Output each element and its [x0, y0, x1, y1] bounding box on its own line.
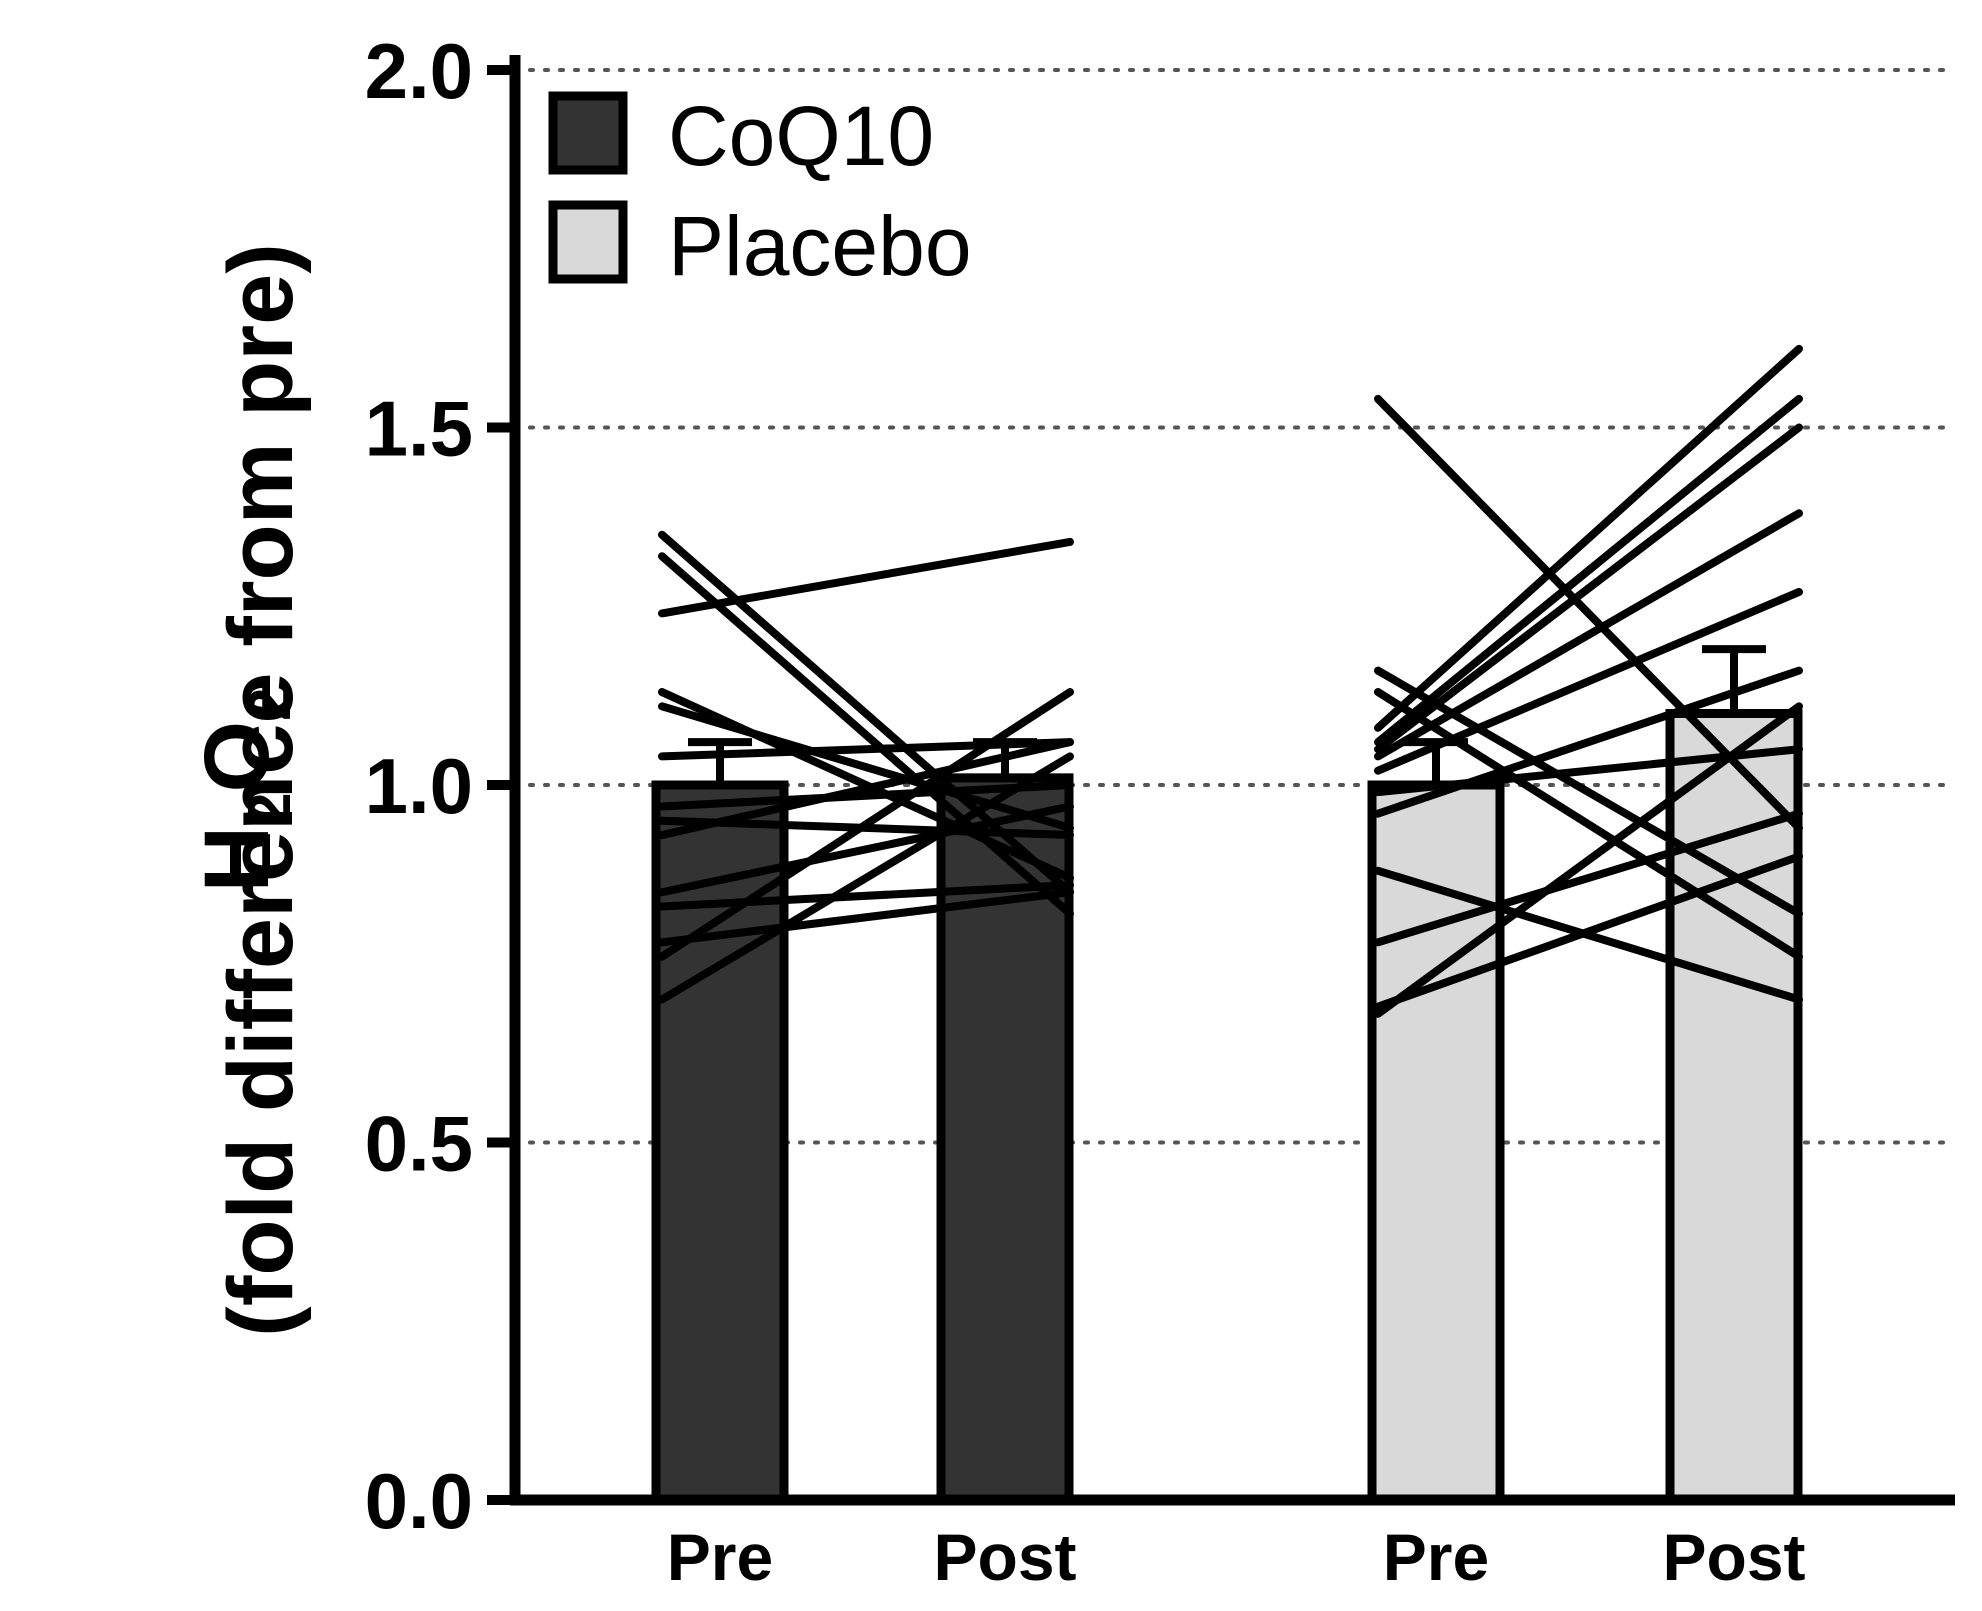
subject-line-placebo-2: [1374, 666, 1803, 918]
subject-line-placebo-14: [1374, 702, 1803, 1018]
subject-line-coq10-12: [658, 888, 1074, 947]
subject-line-coq10-2: [658, 552, 1074, 918]
subject-line-coq10-9: [658, 738, 1074, 840]
y-tick-label-0.5: 0.5: [365, 1100, 473, 1188]
y-label-sub1: 2: [236, 793, 303, 826]
y-tick-label-2.0: 2.0: [365, 27, 473, 115]
subject-line-placebo-1: [1374, 394, 1803, 832]
y-axis-label-line2-group: (fold difference from pre): [210, 243, 312, 1337]
subject-line-coq10-3: [658, 537, 1074, 618]
axes: Pre Post Pre Post 0.0 0.5 1.0 1.5 2.0: [365, 27, 1955, 1594]
subject-line-placebo-6: [1374, 423, 1803, 754]
y-axis-label: H2O2: [186, 688, 303, 893]
x-tick-label-placebo-post: Post: [1662, 1520, 1805, 1594]
subject-line-placebo-10: [1374, 666, 1803, 818]
subject-line-coq10-14: [658, 752, 1074, 1004]
subject-line-placebo-12: [1374, 809, 1803, 947]
individual-lines: [658, 344, 1803, 1018]
y-label-h: H: [186, 826, 288, 892]
subject-line-placebo-3: [1374, 688, 1803, 961]
subject-line-coq10-13: [658, 688, 1074, 961]
svg-text:H2O2: H2O2: [186, 688, 303, 893]
x-tick-label-placebo-pre: Pre: [1383, 1520, 1489, 1594]
subject-line-placebo-5: [1374, 394, 1803, 747]
legend-label-placebo: Placebo: [668, 199, 972, 293]
subject-line-placebo-4: [1374, 344, 1803, 732]
y-tick-label-1.0: 1.0: [365, 742, 473, 830]
subject-line-coq10-5: [658, 702, 1074, 832]
y-tick-label-0.0: 0.0: [365, 1457, 473, 1545]
x-tick-label-coq10-post: Post: [933, 1520, 1076, 1594]
subject-line-coq10-6: [658, 738, 1074, 761]
subject-line-placebo-8: [1374, 587, 1803, 775]
y-axis-label-line2: (fold difference from pre): [210, 243, 312, 1337]
legend: CoQ10 Placebo: [548, 89, 972, 293]
subject-line-placebo-13: [1374, 852, 1803, 1011]
y-label-sub2: 2: [236, 688, 303, 721]
x-tick-label-coq10-pre: Pre: [667, 1520, 773, 1594]
legend-label-coq10: CoQ10: [668, 89, 934, 183]
y-tick-label-1.5: 1.5: [365, 385, 473, 473]
subject-line-placebo-7: [1374, 509, 1803, 761]
legend-swatch-coq10: [548, 91, 628, 175]
subject-line-coq10-7: [658, 781, 1074, 811]
legend-swatch-placebo: [548, 200, 628, 284]
bars: [651, 645, 1803, 1505]
subject-line-coq10-11: [658, 881, 1074, 911]
y-label-o: O: [186, 721, 288, 793]
subject-line-coq10-10: [658, 802, 1074, 897]
